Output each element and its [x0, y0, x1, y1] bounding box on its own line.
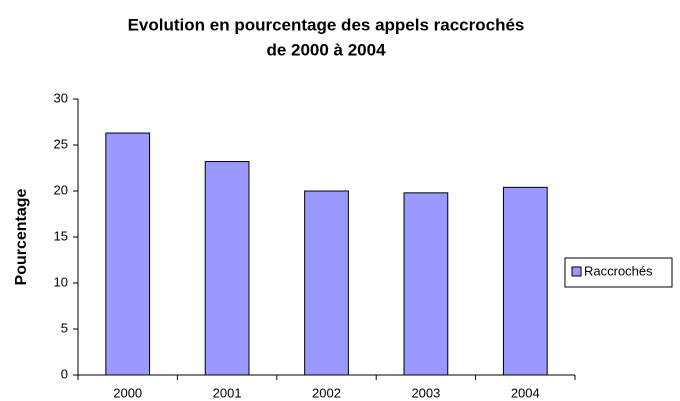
x-tick-label: 2001 [213, 385, 242, 400]
y-tick-label: 5 [61, 320, 68, 335]
bar [105, 132, 151, 376]
chart-title: de 2000 à 2004 [266, 40, 386, 59]
y-tick-label: 20 [54, 182, 68, 197]
legend-box [564, 257, 673, 288]
y-tick-label: 25 [54, 136, 68, 151]
y-tick-label: 0 [61, 366, 68, 381]
bar [204, 161, 250, 376]
bar [403, 192, 449, 376]
chart-title: Evolution en pourcentage des appels racc… [128, 15, 525, 34]
y-tick-label: 30 [54, 90, 68, 105]
x-tick-label: 2000 [113, 385, 142, 400]
legend-swatch [571, 266, 582, 277]
x-tick-label: 2004 [511, 385, 540, 400]
legend-label: Raccrochés [584, 263, 653, 278]
x-tick-label: 2002 [312, 385, 341, 400]
y-axis-label: Pourcentage [13, 188, 30, 285]
bar [502, 186, 548, 376]
y-tick-label: 15 [54, 228, 68, 243]
x-tick-label: 2003 [411, 385, 440, 400]
bar [304, 190, 349, 376]
y-tick-label: 10 [54, 274, 68, 289]
